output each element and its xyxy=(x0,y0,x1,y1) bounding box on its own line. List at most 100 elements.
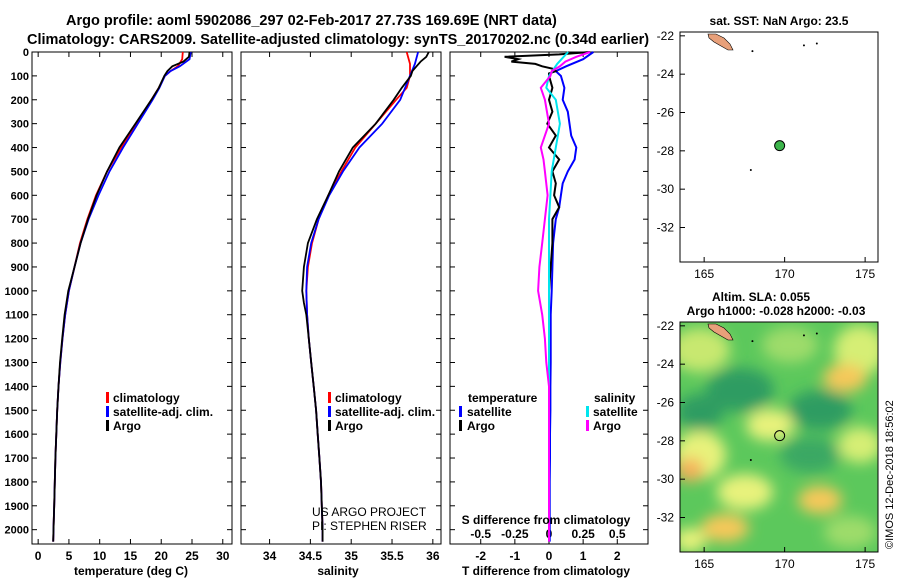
island-dot xyxy=(749,169,752,171)
depth-tick-label: 200 xyxy=(11,95,29,107)
sla-blob xyxy=(680,328,730,372)
argo-location-marker xyxy=(774,430,786,442)
salinity-axis-label: salinity xyxy=(317,564,359,578)
x-tick-label: 20 xyxy=(155,549,169,563)
sla-blob xyxy=(780,437,840,473)
sla-map-title: Altim. SLA: 0.055 xyxy=(712,290,810,304)
x-tick-label: 15 xyxy=(124,549,138,563)
temperature-chart: 0 5 10 15 20 25 30 xyxy=(32,51,232,563)
legend-label-satellite: satellite-adj. clim. xyxy=(113,405,213,419)
legend-label-s-satellite: satellite xyxy=(593,405,638,419)
legend-swatch-climatology xyxy=(328,392,331,403)
lat-tick-label: -26 xyxy=(657,106,675,120)
s-diff-tick-label: -0.25 xyxy=(501,527,529,541)
argo-location-marker xyxy=(774,140,786,152)
x-tick-label: 10 xyxy=(93,549,107,563)
sla-blob xyxy=(746,409,794,441)
lon-tick-label: 175 xyxy=(855,267,875,281)
sla-blob xyxy=(706,368,774,412)
legend-label-satellite: satellite-adj. clim. xyxy=(335,405,435,419)
island-dot xyxy=(815,332,818,335)
x-tick-label: 35.5 xyxy=(380,549,404,563)
lon-tick-label: 165 xyxy=(694,557,714,571)
sla-field xyxy=(680,325,878,552)
sla-blob xyxy=(680,394,724,430)
lat-tick-label: -28 xyxy=(657,434,675,448)
legend-swatch-s-satellite xyxy=(586,406,589,417)
sla-heatmap xyxy=(680,322,878,552)
series-line-climatology xyxy=(305,51,411,542)
series-line-argo xyxy=(301,51,430,542)
legend-swatch-argo xyxy=(106,420,109,431)
temperature-legend: climatology satellite-adj. clim. Argo xyxy=(106,391,213,433)
lat-tick-label: -30 xyxy=(657,472,675,486)
depth-tick-label: 500 xyxy=(11,166,29,178)
x-tick-label: 36 xyxy=(426,549,440,563)
depth-tick-label: 1900 xyxy=(5,501,29,513)
legend-swatch-argo xyxy=(328,420,331,431)
depth-tick-label: 1100 xyxy=(5,310,29,322)
sla-blob xyxy=(834,325,878,375)
x-tick-label: 34.5 xyxy=(299,549,323,563)
series-line-t-satellite xyxy=(548,51,594,542)
island-dot xyxy=(802,334,805,337)
island-dot xyxy=(751,340,754,343)
s-difference-axis-label: S difference from climatology xyxy=(462,513,631,527)
lat-tick-label: -26 xyxy=(657,396,675,410)
legend-label-climatology: climatology xyxy=(113,391,180,405)
depth-tick-label: 700 xyxy=(11,214,29,226)
x-tick-label: 2 xyxy=(614,549,621,563)
header-title: Argo profile: aoml 5902086_297 02-Feb-20… xyxy=(66,13,557,29)
legend-swatch-t-argo xyxy=(459,420,462,431)
sla-blob xyxy=(824,516,876,548)
lat-tick-label: -22 xyxy=(657,29,675,43)
depth-tick-label: 1400 xyxy=(5,381,29,393)
legend-swatch-climatology xyxy=(106,392,109,403)
lat-tick-label: -32 xyxy=(657,511,675,525)
sst-map-title: sat. SST: NaN Argo: 23.5 xyxy=(710,14,849,28)
temperature-axis-label: temperature (deg C) xyxy=(74,564,188,578)
depth-tick-label: 300 xyxy=(11,119,29,131)
sla-blob xyxy=(838,427,878,463)
series-line-satellite-adj-clim- xyxy=(305,51,419,542)
legend-label-s-argo: Argo xyxy=(593,419,621,433)
salinity-panel xyxy=(240,51,442,545)
imos-timestamp: ©IMOS 12-Dec-2018 18:56:02 xyxy=(884,400,896,549)
depth-tick-label: 800 xyxy=(11,238,29,250)
island-dot xyxy=(749,459,752,461)
depth-tick-label: 1000 xyxy=(5,286,29,298)
sla-blob xyxy=(680,528,706,552)
x-tick-label: -2 xyxy=(475,549,486,563)
s-diff-tick-label: -0.5 xyxy=(470,527,491,541)
x-tick-label: 1 xyxy=(580,549,587,563)
temperature-panel xyxy=(31,51,233,545)
t-difference-axis-label: T difference from climatology xyxy=(462,564,630,578)
legend-swatch-satellite xyxy=(328,406,331,417)
depth-tick-label: 1600 xyxy=(5,429,29,441)
s-diff-tick-label: 0.25 xyxy=(571,527,595,541)
depth-tick-label: 2000 xyxy=(5,525,29,537)
x-tick-label: 0 xyxy=(35,549,42,563)
depth-axis: 0 100 200 300 400 500 600 700 800 900 1000 1100 1200… xyxy=(5,47,29,537)
sla-blob xyxy=(788,390,852,430)
salinity-chart: 34 34.5 35 35.5 36 xyxy=(241,51,441,563)
depth-tick-label: 100 xyxy=(11,71,29,83)
land-new-caledonia-sst xyxy=(707,33,734,51)
island-dot xyxy=(802,44,805,47)
sla-blob xyxy=(701,514,749,542)
lon-tick-label: 175 xyxy=(855,557,875,571)
series-line-climatology xyxy=(52,51,184,542)
sla-map-panel xyxy=(679,321,879,553)
series-line-t-argo xyxy=(504,51,591,542)
x-tick-label: 30 xyxy=(216,549,230,563)
sla-map-subtitle: Argo h1000: -0.028 h2000: -0.03 xyxy=(687,304,866,318)
legend-label-t-argo: Argo xyxy=(467,419,495,433)
legend-label-t-satellite: satellite xyxy=(467,405,512,419)
depth-tick-label: 600 xyxy=(11,190,29,202)
series-line-satellite-adj-clim- xyxy=(52,51,192,542)
sla-blob xyxy=(717,474,773,510)
lon-tick-label: 165 xyxy=(694,267,714,281)
series-line-argo xyxy=(52,51,191,542)
lat-tick-label: -28 xyxy=(657,144,675,158)
legend-swatch-t-satellite xyxy=(459,406,462,417)
